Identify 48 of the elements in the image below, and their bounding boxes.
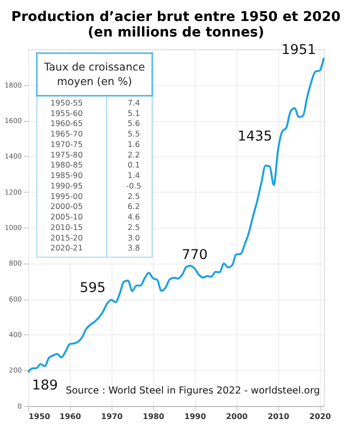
x-tick-label: 2010	[268, 412, 290, 422]
category-label: 1960-65	[50, 119, 83, 128]
text: 4.6	[128, 212, 140, 222]
annotation: 595	[80, 280, 106, 296]
x-tick-label: 1960	[59, 412, 82, 422]
annotation: 189	[32, 378, 58, 394]
category-label: 1955-60	[50, 108, 83, 118]
category-label: 1980-85	[50, 160, 83, 170]
text: 5.6	[128, 119, 140, 128]
x-tick-label: 1970	[101, 412, 124, 422]
chart-title: Production d’acier brut entre 1950 et 2020	[11, 9, 341, 26]
category-label: 1990-95	[50, 181, 83, 190]
category-label: 2010-15	[50, 222, 83, 232]
annotation: 1435	[238, 128, 272, 144]
text: 0.1	[128, 160, 140, 170]
x-tick-label: 1990	[184, 412, 207, 422]
category-label: 1965-70	[50, 130, 83, 139]
category-label: 2005-10	[50, 212, 83, 222]
text: 2.5	[128, 222, 140, 232]
text: 6.2	[128, 202, 140, 212]
text: 1.4	[128, 171, 140, 180]
text: 1.6	[128, 140, 140, 149]
category-label: 2015-20	[50, 233, 83, 242]
category-label: 1975-80	[50, 150, 83, 160]
x-tick-label: 2000	[226, 412, 248, 422]
text: 3.0	[128, 233, 140, 242]
text: Taux de croissance moyen (en %)	[43, 60, 145, 88]
annotation: 770	[182, 246, 208, 263]
annotation: 1951	[282, 42, 316, 58]
text: 2.2	[128, 150, 140, 160]
chart-subtitle: (en millions de tonnes)	[88, 24, 264, 41]
annotation: Source : World Steel in Figures 2022 - worldsteel.org	[66, 385, 320, 396]
text: 7.4	[128, 98, 140, 108]
text: -0.5	[126, 181, 142, 190]
x-tick-label: 2020	[309, 412, 332, 422]
category-label: 2000-05	[50, 202, 83, 212]
line-series	[27, 57, 325, 374]
category-label: 1970-75	[50, 140, 83, 149]
text: 5.1	[128, 108, 140, 118]
text: 3.8	[128, 244, 140, 253]
category-label: 1995-00	[50, 192, 83, 201]
category-label: 1950-55	[50, 98, 83, 108]
text: 5.5	[128, 130, 140, 139]
x-tick-label: 1980	[142, 412, 165, 422]
category-label: 2020-21	[50, 244, 83, 253]
category-label: 1985-90	[50, 171, 83, 180]
x-tick-label: 1950	[28, 412, 51, 422]
text: 2.5	[128, 192, 140, 201]
